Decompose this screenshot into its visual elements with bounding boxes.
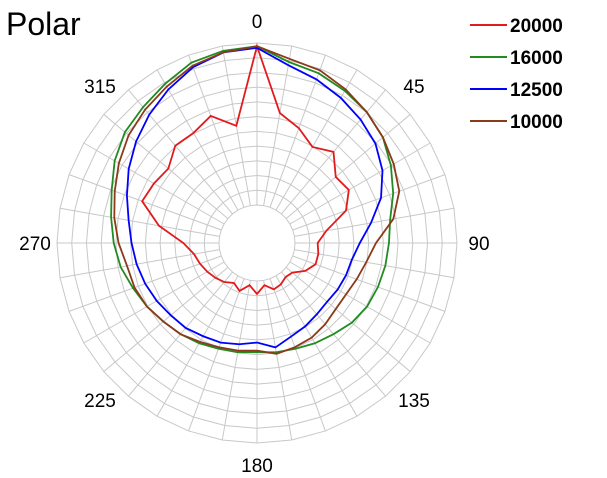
angle-tick-label: 270 <box>19 234 51 255</box>
grid-spoke <box>263 45 293 206</box>
grid-spoke <box>275 69 358 211</box>
grid-spoke <box>294 249 455 279</box>
grid-spoke <box>221 280 251 441</box>
series-lines <box>110 43 401 355</box>
grid-spoke <box>103 267 229 372</box>
angle-tick-label: 90 <box>468 234 489 255</box>
series-line-10000 <box>113 45 401 355</box>
grid-spoke <box>292 255 446 312</box>
grid-ring <box>218 204 296 282</box>
polar-grid <box>56 42 458 444</box>
grid-spoke <box>128 89 233 215</box>
legend-label: 16000 <box>510 48 563 69</box>
grid-spoke <box>83 261 225 344</box>
legend-label: 10000 <box>510 112 563 133</box>
grid-spoke <box>269 278 326 432</box>
angle-tick-label: 225 <box>84 391 116 412</box>
series-line-16000 <box>110 45 395 354</box>
angle-tick-label: 45 <box>403 77 424 98</box>
angle-tick-labels: 0 45 90 135 180 225 270 315 <box>19 12 489 477</box>
grid-spoke <box>263 280 293 441</box>
grid-spoke <box>68 174 222 231</box>
grid-spoke <box>289 261 431 344</box>
grid-spoke <box>285 114 411 219</box>
grid-spoke <box>188 54 245 208</box>
series-line-12500 <box>126 46 384 349</box>
angle-tick-label: 315 <box>84 77 116 98</box>
grid-spoke <box>289 142 431 225</box>
legend-label: 12500 <box>510 80 563 101</box>
grid-spoke <box>59 207 220 237</box>
series-line-20000 <box>141 43 350 296</box>
grid-spoke <box>285 267 411 372</box>
grid-spoke <box>188 278 245 432</box>
grid-spoke <box>275 275 358 417</box>
grid-spoke <box>156 275 239 417</box>
grid-spoke <box>294 207 455 237</box>
angle-tick-label: 180 <box>241 456 273 477</box>
angle-tick-label: 0 <box>252 12 263 33</box>
angle-tick-label: 135 <box>398 391 430 412</box>
legend: 20000 16000 12500 10000 <box>470 16 563 133</box>
grid-spoke <box>292 174 446 231</box>
grid-spoke <box>156 69 239 211</box>
grid-spoke <box>269 54 326 208</box>
legend-label: 20000 <box>510 16 563 37</box>
chart-title: Polar <box>6 6 81 42</box>
